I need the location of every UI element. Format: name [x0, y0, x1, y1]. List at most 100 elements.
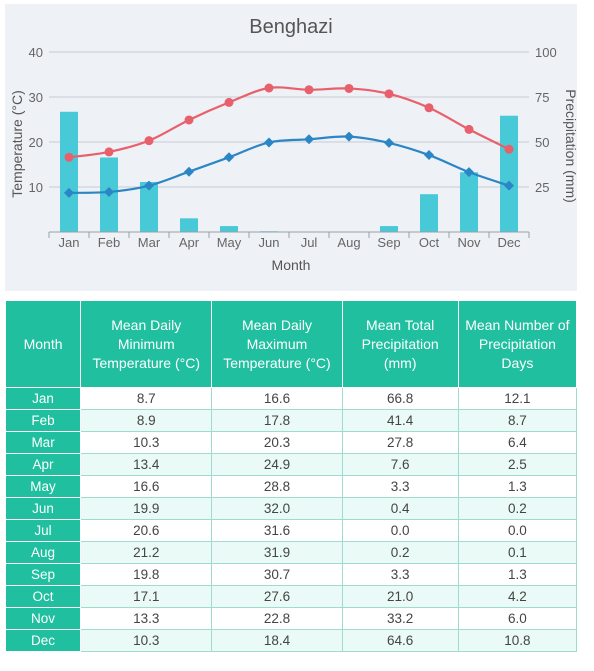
precipitation-bar	[60, 111, 78, 232]
x-tick-label: Mar	[138, 235, 161, 250]
table-cell-value: 8.7	[80, 387, 213, 410]
temperature-point	[384, 89, 394, 99]
table-cell-value: 16.6	[80, 475, 213, 498]
temperature-point	[104, 147, 114, 157]
climate-chart: Benghazi 10 20 30 40 25 50 75 100 Jan Feb Mar Apr May…	[9, 16, 577, 273]
table-cell-value: 0.2	[457, 497, 578, 520]
temperature-point	[184, 166, 194, 177]
table-cell-month: Jan	[4, 387, 82, 410]
table-cell-value: 0.2	[341, 541, 459, 564]
temperature-point	[464, 124, 474, 134]
table-row: Dec 10.3 18.4 64.6 10.8	[4, 629, 578, 652]
table-cell-value: 8.9	[80, 409, 213, 432]
x-tick-label: Nov	[457, 235, 481, 250]
temperature-point	[104, 186, 114, 197]
temperature-point	[224, 152, 234, 163]
precipitation-bar	[420, 194, 438, 232]
table-cell-value: 18.4	[211, 629, 343, 652]
table-cell-value: 27.6	[211, 585, 343, 608]
temperature-point	[344, 83, 354, 93]
left-axis-title: Temperature (°C)	[9, 90, 25, 198]
table-cell-value: 21.0	[341, 585, 459, 608]
x-axis-title: Month	[272, 257, 311, 273]
table-cell-value: 3.3	[341, 563, 459, 586]
table-cell-value: 30.7	[211, 563, 343, 586]
temperature-point	[424, 103, 434, 113]
table-cell-value: 1.3	[457, 563, 578, 586]
temperature-point	[304, 85, 314, 95]
header-precip-days: Mean Number of Precipitation Days	[457, 300, 578, 388]
table-row: Jan 8.7 16.6 66.8 12.1	[4, 387, 578, 410]
table-row: Aug 21.2 31.9 0.2 0.1	[4, 541, 578, 564]
table-cell-value: 13.3	[80, 607, 213, 630]
table-cell-value: 31.9	[211, 541, 343, 564]
table-cell-month: Jul	[4, 519, 82, 542]
table-cell-month: Nov	[4, 607, 82, 630]
x-tick-label: Aug	[337, 235, 360, 250]
temperature-point	[304, 134, 314, 145]
temperature-point	[464, 167, 474, 178]
table-cell-value: 20.6	[80, 519, 213, 542]
table-cell-value: 12.1	[457, 387, 578, 410]
precipitation-bar	[380, 226, 398, 232]
chart-panel: Benghazi 10 20 30 40 25 50 75 100 Jan Feb Mar Apr May…	[5, 4, 577, 291]
left-tick-label: 30	[29, 90, 43, 105]
left-tick-label: 20	[29, 135, 43, 150]
table-cell-value: 17.1	[80, 585, 213, 608]
precipitation-bar	[500, 115, 518, 232]
table-cell-value: 0.1	[457, 541, 578, 564]
table-cell-value: 31.6	[211, 519, 343, 542]
table-cell-value: 16.6	[211, 387, 343, 410]
header-precipitation: Mean Total Precipitation (mm)	[341, 300, 459, 388]
x-tick-label: May	[217, 235, 242, 250]
chart-title: Benghazi	[249, 16, 332, 38]
table-row: Sep 19.8 30.7 3.3 1.3	[4, 563, 578, 586]
table-cell-month: May	[4, 475, 82, 498]
table-row: Apr 13.4 24.9 7.6 2.5	[4, 453, 578, 476]
table-row: Feb 8.9 17.8 41.4 8.7	[4, 409, 578, 432]
table-row: Jun 19.9 32.0 0.4 0.2	[4, 497, 578, 520]
table-cell-month: Jun	[4, 497, 82, 520]
left-tick-label: 40	[29, 45, 43, 60]
precipitation-bar	[180, 218, 198, 232]
x-tick-label: Jan	[59, 235, 80, 250]
table-header-row: Month Mean Daily Minimum Temperature (°C…	[4, 300, 578, 388]
x-tick-label: Jul	[301, 235, 318, 250]
x-tick-label: Dec	[497, 235, 521, 250]
temperature-point	[184, 115, 194, 125]
table-cell-value: 21.2	[80, 541, 213, 564]
temperature-point	[144, 180, 154, 191]
right-tick-label: 100	[535, 45, 557, 60]
temperature-point	[264, 137, 274, 148]
table-cell-value: 13.4	[80, 453, 213, 476]
precipitation-bar	[460, 172, 478, 232]
x-tick-label: Feb	[98, 235, 120, 250]
header-max-temp: Mean Daily Maximum Temperature (°C)	[211, 300, 343, 388]
table-cell-value: 66.8	[341, 387, 459, 410]
temperature-point	[344, 131, 354, 142]
table-cell-value: 0.0	[341, 519, 459, 542]
temperature-line	[68, 86, 510, 159]
header-min-temp: Mean Daily Minimum Temperature (°C)	[80, 300, 213, 388]
right-axis-title: Precipitation (mm)	[563, 89, 577, 203]
table-cell-value: 32.0	[211, 497, 343, 520]
table-cell-value: 20.3	[211, 431, 343, 454]
temperature-point	[424, 150, 434, 161]
table-cell-month: Feb	[4, 409, 82, 432]
table-cell-value: 10.8	[457, 629, 578, 652]
left-tick-label: 10	[29, 180, 43, 195]
temperature-point	[64, 152, 74, 162]
x-tick-label: Apr	[179, 235, 200, 250]
table-cell-value: 24.9	[211, 453, 343, 476]
x-tick-label: Sep	[377, 235, 400, 250]
table-cell-value: 19.9	[80, 497, 213, 520]
table-row: May 16.6 28.8 3.3 1.3	[4, 475, 578, 498]
table-cell-value: 10.3	[80, 629, 213, 652]
table-cell-month: Oct	[4, 585, 82, 608]
table-row: Mar 10.3 20.3 27.8 6.4	[4, 431, 578, 454]
header-month: Month	[4, 300, 82, 388]
table-cell-value: 64.6	[341, 629, 459, 652]
temperature-point	[144, 136, 154, 146]
table-cell-value: 33.2	[341, 607, 459, 630]
table-cell-value: 2.5	[457, 453, 578, 476]
